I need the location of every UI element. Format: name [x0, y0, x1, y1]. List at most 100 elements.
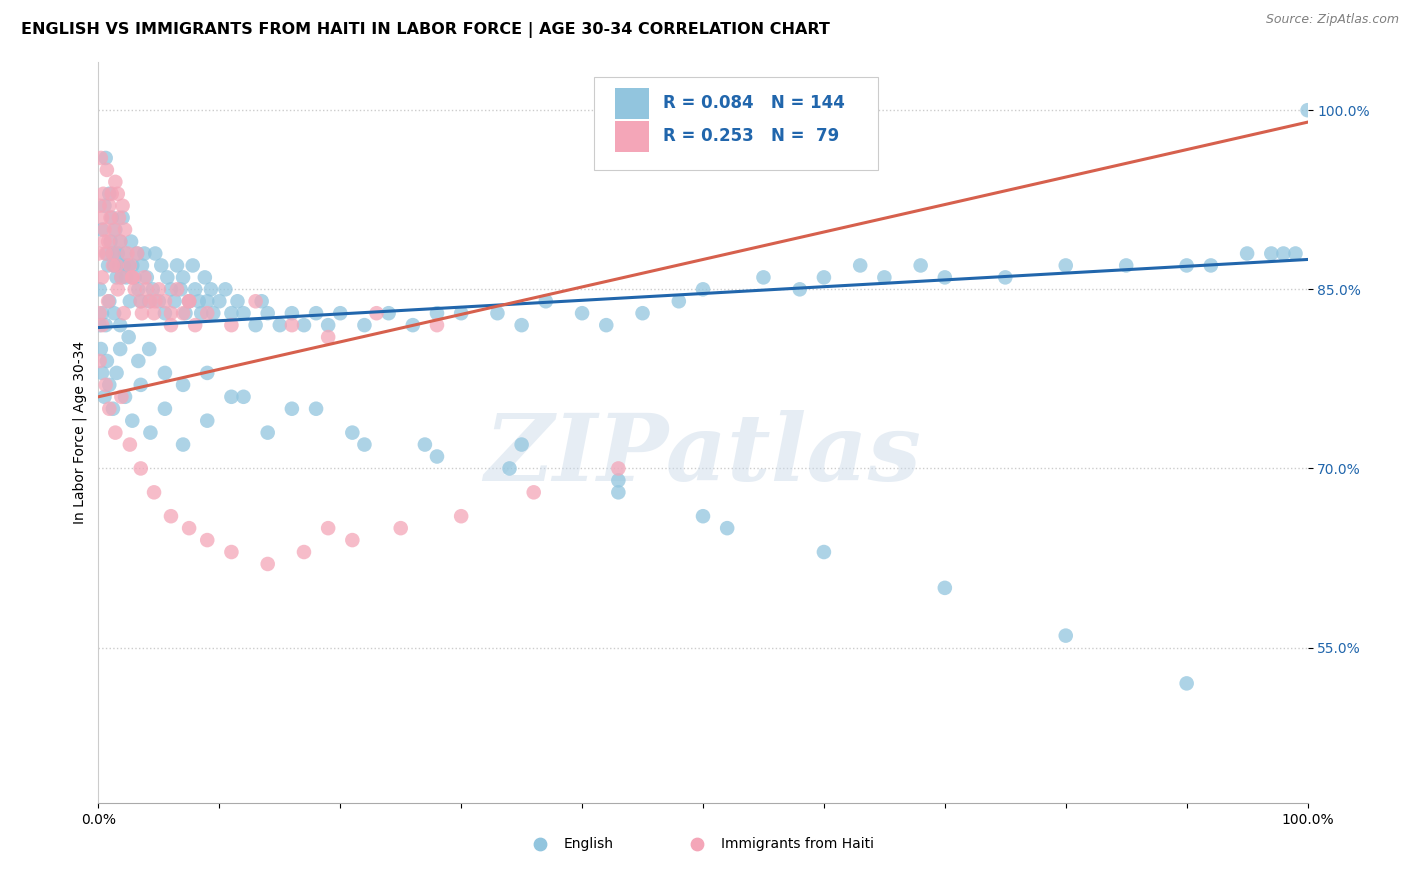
Point	[110, 270, 132, 285]
Point	[103, 306, 125, 320]
Point	[105, 366, 128, 380]
Point	[316, 330, 339, 344]
Point	[121, 270, 143, 285]
Point	[108, 235, 131, 249]
Point	[131, 259, 153, 273]
Point	[90, 342, 112, 356]
Point	[184, 282, 207, 296]
Point	[172, 437, 194, 451]
Point	[1284, 246, 1306, 260]
Point	[93, 390, 115, 404]
Text: ENGLISH VS IMMIGRANTS FROM HAITI IN LABOR FORCE | AGE 30-34 CORRELATION CHART: ENGLISH VS IMMIGRANTS FROM HAITI IN LABO…	[21, 22, 830, 38]
Point	[101, 259, 124, 273]
Point	[108, 211, 131, 225]
Point	[153, 294, 176, 309]
Point	[342, 533, 364, 547]
Point	[195, 366, 218, 380]
Point	[118, 330, 141, 344]
Point	[195, 306, 218, 320]
Point	[1054, 259, 1077, 273]
Point	[138, 294, 160, 309]
Point	[510, 318, 533, 333]
Point	[94, 151, 117, 165]
Point	[118, 259, 141, 273]
Point	[91, 366, 114, 380]
Point	[127, 246, 149, 260]
Point	[112, 306, 135, 320]
Point	[127, 246, 149, 260]
Point	[124, 282, 146, 296]
Point	[101, 246, 124, 260]
Point	[221, 390, 243, 404]
Point	[110, 270, 132, 285]
Point	[187, 294, 209, 309]
Point	[139, 425, 162, 440]
Point	[214, 282, 236, 296]
Point	[138, 342, 160, 356]
Point	[752, 270, 775, 285]
Point	[450, 306, 472, 320]
Point	[910, 259, 932, 273]
Point	[934, 581, 956, 595]
Point	[221, 545, 243, 559]
Point	[91, 222, 114, 236]
Point	[389, 521, 412, 535]
Point	[121, 414, 143, 428]
Point	[100, 235, 122, 249]
Point	[110, 390, 132, 404]
Point	[96, 354, 118, 368]
Point	[105, 270, 128, 285]
Point	[98, 401, 121, 416]
Point	[631, 306, 654, 320]
Point	[111, 199, 134, 213]
Point	[129, 377, 152, 392]
Point	[208, 294, 231, 309]
Point	[221, 318, 243, 333]
Text: R = 0.084   N = 144: R = 0.084 N = 144	[664, 95, 845, 112]
Point	[1272, 246, 1295, 260]
Point	[202, 306, 225, 320]
Point	[90, 151, 112, 165]
Point	[934, 270, 956, 285]
Point	[104, 425, 127, 440]
Point	[97, 235, 120, 249]
Point	[450, 509, 472, 524]
Point	[353, 318, 375, 333]
Point	[413, 437, 436, 451]
Text: ZIPatlas: ZIPatlas	[485, 409, 921, 500]
Point	[94, 377, 117, 392]
Point	[426, 306, 449, 320]
Point	[221, 306, 243, 320]
Point	[281, 401, 304, 416]
Point	[135, 270, 157, 285]
Point	[174, 306, 197, 320]
Point	[190, 306, 212, 320]
Point	[108, 259, 131, 273]
Point	[160, 509, 183, 524]
Point	[426, 318, 449, 333]
Point	[789, 282, 811, 296]
Point	[153, 306, 176, 320]
Point	[134, 246, 156, 260]
Point	[148, 294, 170, 309]
Point	[142, 282, 165, 296]
Point	[127, 282, 149, 296]
Point	[139, 294, 162, 309]
Point	[366, 306, 388, 320]
Point	[150, 259, 173, 273]
Point	[153, 401, 176, 416]
Point	[160, 306, 183, 320]
Point	[1296, 103, 1319, 118]
Point	[172, 377, 194, 392]
Point	[98, 186, 121, 201]
Point	[107, 282, 129, 296]
Point	[104, 175, 127, 189]
Point	[134, 270, 156, 285]
Point	[115, 270, 138, 285]
Point	[98, 377, 121, 392]
Point	[510, 437, 533, 451]
Point	[129, 294, 152, 309]
Point	[117, 246, 139, 260]
Point	[118, 259, 141, 273]
Point	[129, 461, 152, 475]
